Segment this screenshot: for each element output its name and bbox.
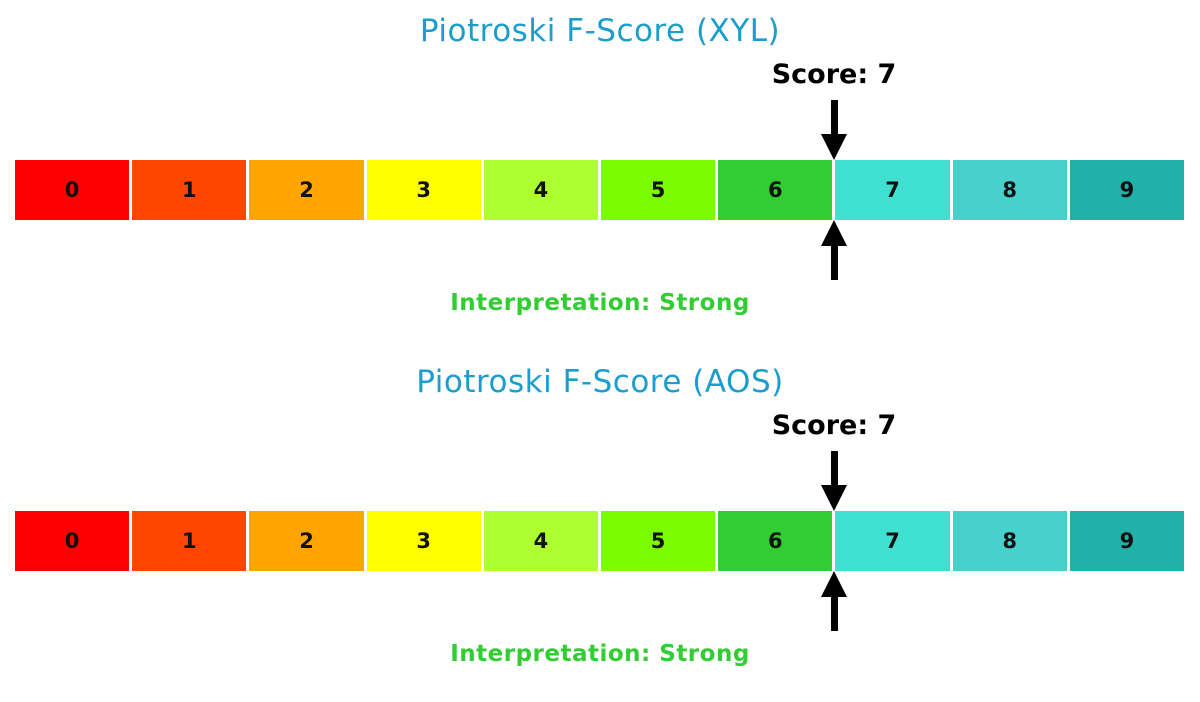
arrow-shaft xyxy=(830,246,838,280)
scale-segment-5: 5 xyxy=(601,511,716,571)
interpretation-label: Interpretation: Strong xyxy=(450,290,750,316)
segment-label: 0 xyxy=(64,178,80,202)
score-pointer-up-arrow-icon xyxy=(821,571,847,631)
arrow-head xyxy=(821,571,847,597)
segment-label: 1 xyxy=(181,529,197,553)
scale-segment-4: 4 xyxy=(483,511,599,571)
scale-segment-4: 4 xyxy=(483,160,599,220)
arrow-head xyxy=(821,220,847,246)
score-pointer-up-arrow-icon xyxy=(821,220,847,280)
segment-label: 3 xyxy=(416,529,432,553)
segment-label: 6 xyxy=(768,178,783,202)
arrow-shaft xyxy=(830,597,838,631)
segment-label: 7 xyxy=(885,529,900,553)
gauge-xyl: Piotroski F-Score (XYL) Score: 7 0 1 2 3 4 5 6… xyxy=(15,13,1185,316)
segment-label: 5 xyxy=(650,529,666,553)
arrow-head xyxy=(821,485,847,511)
segment-label: 9 xyxy=(1119,178,1135,202)
score-label: Score: 7 xyxy=(771,59,897,90)
score-label: Score: 7 xyxy=(771,410,897,441)
gauge-title: Piotroski F-Score (XYL) xyxy=(419,13,781,49)
segment-label: 8 xyxy=(1002,529,1018,553)
segment-label: 4 xyxy=(533,529,549,553)
gauge-title: Piotroski F-Score (AOS) xyxy=(416,364,784,400)
score-pointer-down-arrow-icon xyxy=(821,451,847,511)
arrow-shaft xyxy=(830,451,838,485)
arrow-shaft xyxy=(830,100,838,134)
segment-label: 6 xyxy=(768,529,783,553)
scale-segment-8: 8 xyxy=(952,511,1067,571)
scale-segment-3: 3 xyxy=(366,511,481,571)
scale-segment-3: 3 xyxy=(366,160,481,220)
segment-label: 2 xyxy=(299,178,314,202)
arrow-head xyxy=(821,134,847,160)
scale-segment-9: 9 xyxy=(1069,160,1185,220)
scale-segment-0: 0 xyxy=(15,511,130,571)
segment-label: 2 xyxy=(299,529,314,553)
segment-label: 8 xyxy=(1002,178,1018,202)
score-scale-bar: 0 1 2 3 4 5 6 7 8 9 xyxy=(15,511,1185,571)
interpretation-label: Interpretation: Strong xyxy=(450,641,750,667)
scale-segment-0: 0 xyxy=(15,160,130,220)
segment-label: 9 xyxy=(1119,529,1135,553)
scale-segment-1: 1 xyxy=(132,160,247,220)
scale-segment-6: 6 xyxy=(718,160,833,220)
scale-segment-8: 8 xyxy=(952,160,1067,220)
scale-segment-2: 2 xyxy=(249,160,364,220)
scale-segment-2: 2 xyxy=(249,511,364,571)
scale-segment-9: 9 xyxy=(1069,511,1185,571)
segment-label: 5 xyxy=(650,178,666,202)
scale-segment-5: 5 xyxy=(601,160,716,220)
scale-segment-7: 7 xyxy=(835,160,950,220)
segment-label: 4 xyxy=(533,178,549,202)
gauge-aos: Piotroski F-Score (AOS) Score: 7 0 1 2 3 4 5 6… xyxy=(0,351,1200,702)
segment-label: 7 xyxy=(885,178,900,202)
scale-segment-6: 6 xyxy=(718,511,833,571)
scale-segment-1: 1 xyxy=(132,511,247,571)
segment-label: 3 xyxy=(416,178,432,202)
segment-label: 0 xyxy=(64,529,80,553)
scale-segment-7: 7 xyxy=(835,511,950,571)
score-scale-bar: 0 1 2 3 4 5 6 7 8 9 xyxy=(15,160,1185,220)
score-pointer-down-arrow-icon xyxy=(821,100,847,160)
segment-label: 1 xyxy=(181,178,197,202)
